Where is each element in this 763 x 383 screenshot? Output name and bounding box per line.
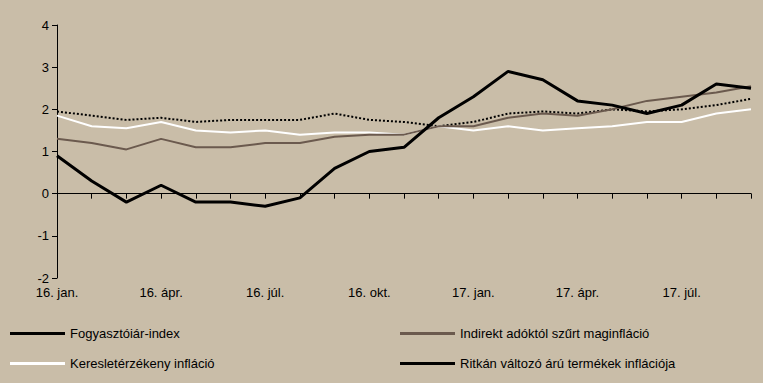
svg-text:16. júl.: 16. júl. (246, 285, 284, 300)
svg-text:0: 0 (42, 186, 49, 201)
svg-text:1: 1 (42, 144, 49, 159)
svg-text:Keresletérzékeny infláció: Keresletérzékeny infláció (70, 356, 215, 371)
svg-text:Ritkán változó árú termékek in: Ritkán változó árú termékek inflációja (460, 356, 676, 371)
svg-text:2: 2 (42, 102, 49, 117)
svg-text:17. júl.: 17. júl. (662, 285, 700, 300)
svg-text:4: 4 (42, 18, 49, 33)
svg-text:-1: -1 (37, 228, 49, 243)
svg-text:-2: -2 (37, 271, 49, 286)
svg-text:Indirekt adóktól szűrt maginfl: Indirekt adóktól szűrt maginfláció (460, 326, 649, 341)
svg-text:16. okt.: 16. okt. (348, 285, 391, 300)
svg-text:17. jan.: 17. jan. (452, 285, 495, 300)
svg-text:16. ápr.: 16. ápr. (139, 285, 182, 300)
svg-text:16. jan.: 16. jan. (36, 285, 79, 300)
svg-text:Fogyasztóiár-index: Fogyasztóiár-index (70, 326, 180, 341)
svg-text:17. ápr.: 17. ápr. (556, 285, 599, 300)
svg-text:3: 3 (42, 60, 49, 75)
